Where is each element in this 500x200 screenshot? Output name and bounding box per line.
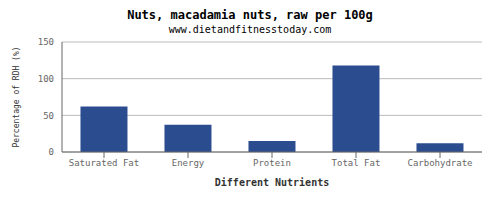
svg-text:Protein: Protein xyxy=(253,158,291,168)
html-text:www.dietandfitnesstoday.com: www.dietandfitnesstoday.com xyxy=(168,24,332,35)
svg-text:50: 50 xyxy=(43,111,54,121)
svg-text:Energy: Energy xyxy=(172,158,205,168)
html-text:Nuts, macadamia nuts, raw per: Nuts, macadamia nuts, raw per 100g xyxy=(127,8,373,22)
svg-text:0: 0 xyxy=(49,147,54,157)
svg-text:Saturated Fat: Saturated Fat xyxy=(69,158,139,168)
svg-text:Total Fat: Total Fat xyxy=(332,158,381,168)
svg-text:Percentage of RDH (%): Percentage of RDH (%) xyxy=(12,46,21,147)
svg-text:100: 100 xyxy=(38,74,54,84)
svg-text:150: 150 xyxy=(38,37,54,47)
svg-text:Different Nutrients: Different Nutrients xyxy=(215,177,329,186)
svg-text:Carbohydrate: Carbohydrate xyxy=(407,158,472,168)
